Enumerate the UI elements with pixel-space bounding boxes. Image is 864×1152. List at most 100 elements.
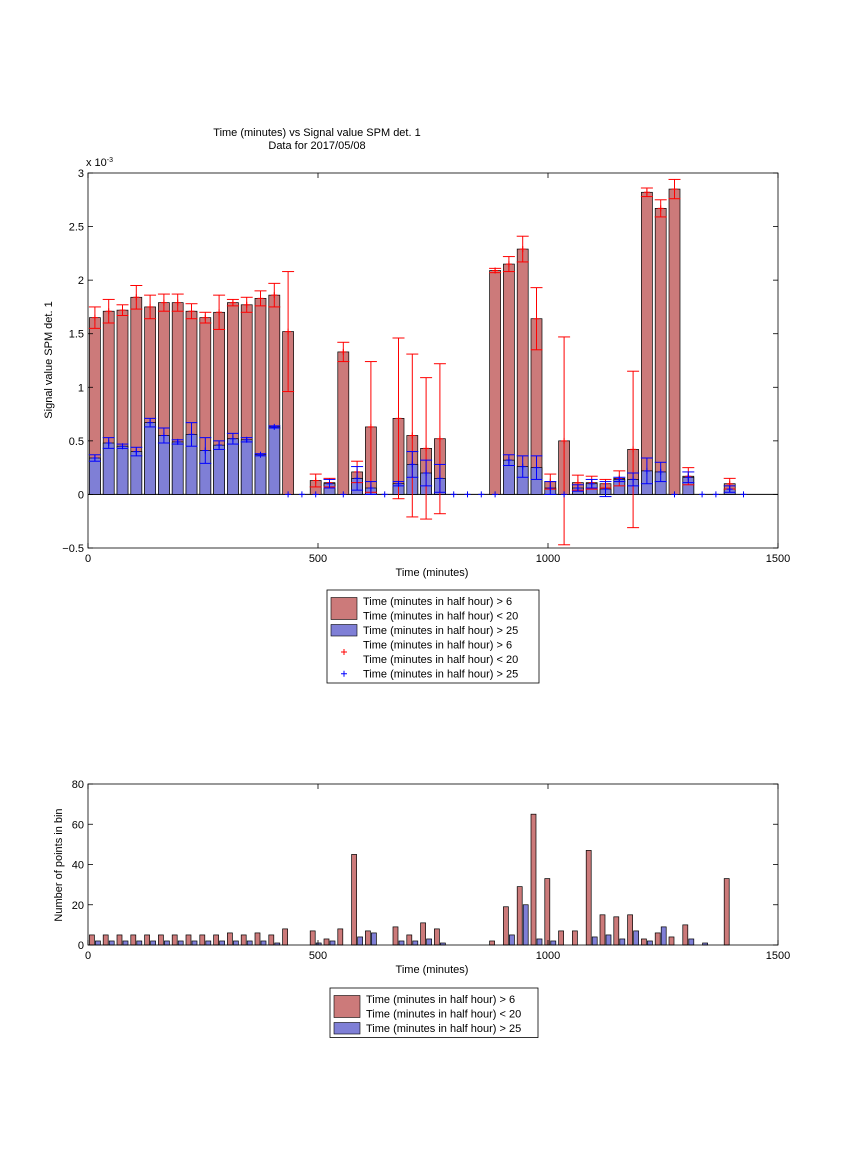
chart2-series1-bar (654, 932, 661, 946)
chart1-series2-marker (409, 461, 416, 468)
chart2-series2-bar (136, 940, 143, 946)
chart1-series2-marker (630, 476, 637, 483)
chart1-x-tick-label: 500 (309, 553, 327, 565)
chart1-series1-marker (409, 432, 416, 439)
chart1-legend-marker (341, 649, 347, 655)
chart2-y-tick-label: 0 (78, 940, 84, 952)
chart1-series2-marker (367, 485, 374, 491)
chart2-series1-bar (323, 938, 330, 946)
chart2-series2-bar (605, 934, 612, 946)
chart2-series2-bar (205, 940, 212, 946)
chart2-series1-bar (434, 928, 440, 946)
chart2-series1-bar (682, 924, 689, 946)
chart1-series2-bar (158, 435, 170, 495)
chart2-series1-bar (723, 878, 730, 946)
chart1-series2-marker (726, 486, 733, 493)
chart2-series2-bar (177, 940, 184, 946)
chart2-series1-bar (351, 854, 357, 946)
chart1-x-tick-label: 1000 (536, 553, 560, 565)
chart1-series2-marker (188, 431, 195, 438)
chart2-series1-bar (503, 906, 509, 946)
chart1-series2-marker (91, 455, 98, 461)
chart2-x-tick-label: 1500 (766, 950, 790, 962)
chart1-y-tick-label: −0.5 (62, 543, 84, 555)
chart2-series1-bar (89, 934, 95, 946)
chart1-xlabel: Time (minutes) (396, 567, 469, 579)
chart1-series2-marker (643, 467, 650, 474)
chart1-series1-marker (671, 186, 678, 193)
chart1-y-tick-label: 0 (78, 489, 84, 501)
chart1-series1-marker (519, 246, 526, 253)
chart2-legend: Time (minutes in half hour) > 6 Time (min… (329, 987, 539, 1038)
chart2-series2-bar (219, 940, 225, 946)
chart1-series1-marker (533, 315, 540, 322)
chart1-x-tick-label: 0 (85, 553, 91, 565)
chart2-series2-bar (426, 938, 432, 946)
chart1-series2-marker (464, 491, 471, 498)
chart1-y-exponent-base: x 10 (86, 157, 107, 169)
chart1-series2-marker (147, 419, 154, 426)
chart1-series1-marker (119, 307, 126, 314)
chart2-series1-bar (613, 916, 620, 946)
chart1-series2-bar (213, 444, 225, 495)
chart1-series2-marker (616, 476, 623, 483)
chart2-series2-bar (536, 938, 543, 946)
chart2-series2-bar (509, 934, 515, 946)
chart1-series2-bar (227, 438, 239, 495)
chart1-series2-marker (423, 470, 430, 476)
chart1-series2-marker (478, 491, 485, 498)
chart1-series2-marker (533, 464, 540, 471)
chart2-series1-bar (406, 934, 413, 946)
chart1-y-exponent-power: -3 (107, 157, 113, 164)
chart1-series2-marker (285, 491, 292, 498)
chart1-series2-bar (144, 422, 156, 495)
chart1-series1-marker (243, 301, 250, 308)
chart1-series2-marker (381, 491, 388, 498)
chart2-series2-bar (329, 940, 336, 946)
chart2-series1-bar (268, 934, 275, 946)
chart1-series1-marker (257, 295, 264, 302)
chart1-series2-marker (216, 442, 223, 449)
chart2-series2-bar (412, 940, 419, 946)
chart1-series2-marker (699, 491, 706, 498)
chart2-series2-bar (688, 938, 695, 946)
chart1-series2-bar (102, 442, 115, 495)
chart2-series2-bar (260, 940, 267, 946)
chart2-y-tick-label: 60 (72, 819, 84, 831)
chart1-y-tick-label: 2 (78, 275, 84, 287)
count-chart: Time (minutes) Number of points in bin 0… (53, 779, 790, 976)
chart1-series2-marker (519, 463, 526, 470)
chart2-series1-bar (599, 914, 606, 946)
chart1-series1-marker (271, 292, 278, 299)
chart2-series1-bar (627, 914, 633, 946)
chart2-y-tick-label: 20 (72, 900, 84, 912)
chart1-legend-label: Time (minutes in half hour) > 6 (363, 596, 512, 608)
chart1-series1-marker (436, 435, 443, 442)
chart1-series2-marker (712, 491, 719, 498)
chart1-y-tick-label: 3 (78, 168, 84, 180)
chart2-series1-bar (254, 932, 261, 946)
chart1-series1-marker (147, 303, 154, 310)
chart2-series2-bar (191, 940, 198, 946)
chart2-series1-bar (668, 936, 675, 946)
chart1-series2-marker (740, 491, 747, 498)
chart2-series1-bar (309, 930, 316, 946)
chart2-series2-bar (164, 940, 170, 946)
chart1-series2-marker (312, 491, 319, 498)
chart1-series1-bar (337, 351, 350, 495)
chart2-x-tick-label: 500 (309, 950, 327, 962)
chart2-series1-bar (516, 886, 523, 946)
chart1-series2-bar (171, 441, 184, 495)
chart1-series1-marker (188, 308, 195, 315)
chart1-title: Time (minutes) vs Signal value SPM det. … (213, 127, 420, 139)
chart1-series1-bar (654, 208, 667, 495)
chart2-legend-label: Time (minutes in half hour) > 6 (366, 994, 515, 1006)
chart2-x-tick-label: 0 (85, 950, 91, 962)
chart2-series2-bar (246, 940, 253, 946)
chart1-series2-marker (561, 491, 568, 498)
chart1-series1-marker (312, 477, 319, 484)
chart1-series1-marker (643, 189, 650, 196)
chart1-series1-marker (105, 308, 112, 315)
chart1-series2-marker (174, 438, 181, 445)
